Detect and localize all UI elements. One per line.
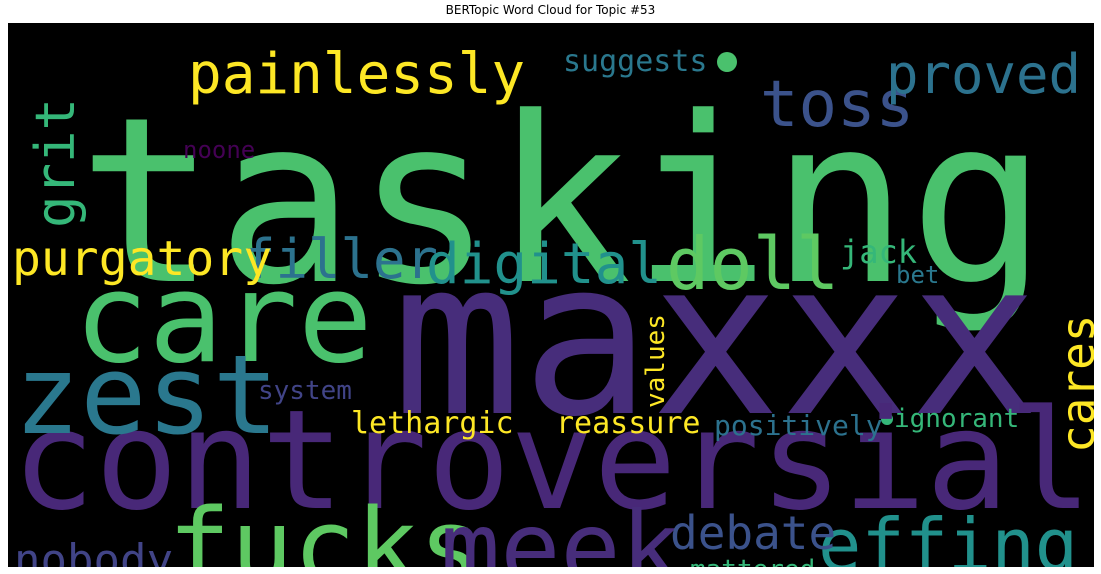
- cloud-word-effing: effing: [818, 503, 1078, 567]
- word-cloud: tasking maxxx controversial care zest fucks me…: [8, 23, 1094, 567]
- cloud-word-care: care: [74, 247, 373, 391]
- cloud-word-suggests: suggests: [563, 44, 708, 79]
- cloud-word-controversial: controversial: [12, 380, 1092, 541]
- cloud-word-system: system: [258, 376, 352, 406]
- cloud-word-cares: cares: [1051, 315, 1094, 453]
- cloud-word-noone: noone: [183, 136, 255, 164]
- cloud-word-jack: jack: [840, 233, 917, 271]
- cloud-word-meek: meek: [440, 490, 681, 567]
- cloud-word-doll: doll: [666, 222, 839, 306]
- cloud-word-bet: bet: [896, 261, 939, 289]
- cloud-word-toss: toss: [760, 68, 914, 142]
- cloud-word-fucks: fucks: [168, 486, 481, 567]
- cloud-word-lethargic: lethargic: [351, 406, 514, 441]
- cloud-word-digital: digital: [426, 232, 662, 297]
- cloud-word-debate: debate: [670, 506, 836, 560]
- cloud-word-values: values: [641, 314, 671, 408]
- cloud-word-reassure: reassure: [556, 406, 701, 441]
- cloud-word-proved: proved: [886, 43, 1081, 106]
- cloud-word-ignorant: ignorant: [894, 404, 1019, 434]
- cloud-word-mattered: mattered: [690, 555, 815, 567]
- cloud-word-nobody: nobody: [14, 535, 173, 567]
- cloud-word-maxxx: maxxx: [392, 213, 1039, 464]
- cloud-word-grit: grit: [24, 98, 87, 228]
- cloud-dot: [881, 413, 893, 425]
- cloud-word-purgatory: purgatory: [12, 231, 272, 287]
- cloud-dot: [717, 52, 737, 72]
- cloud-word-tasking: tasking: [78, 69, 1047, 336]
- cloud-word-positively: positively: [714, 409, 883, 442]
- cloud-word-filler: filler: [243, 228, 438, 291]
- cloud-word-zest: zest: [14, 331, 279, 459]
- cloud-word-painlessly: painlessly: [188, 42, 525, 107]
- figure-title: BERTopic Word Cloud for Topic #53: [445, 3, 656, 17]
